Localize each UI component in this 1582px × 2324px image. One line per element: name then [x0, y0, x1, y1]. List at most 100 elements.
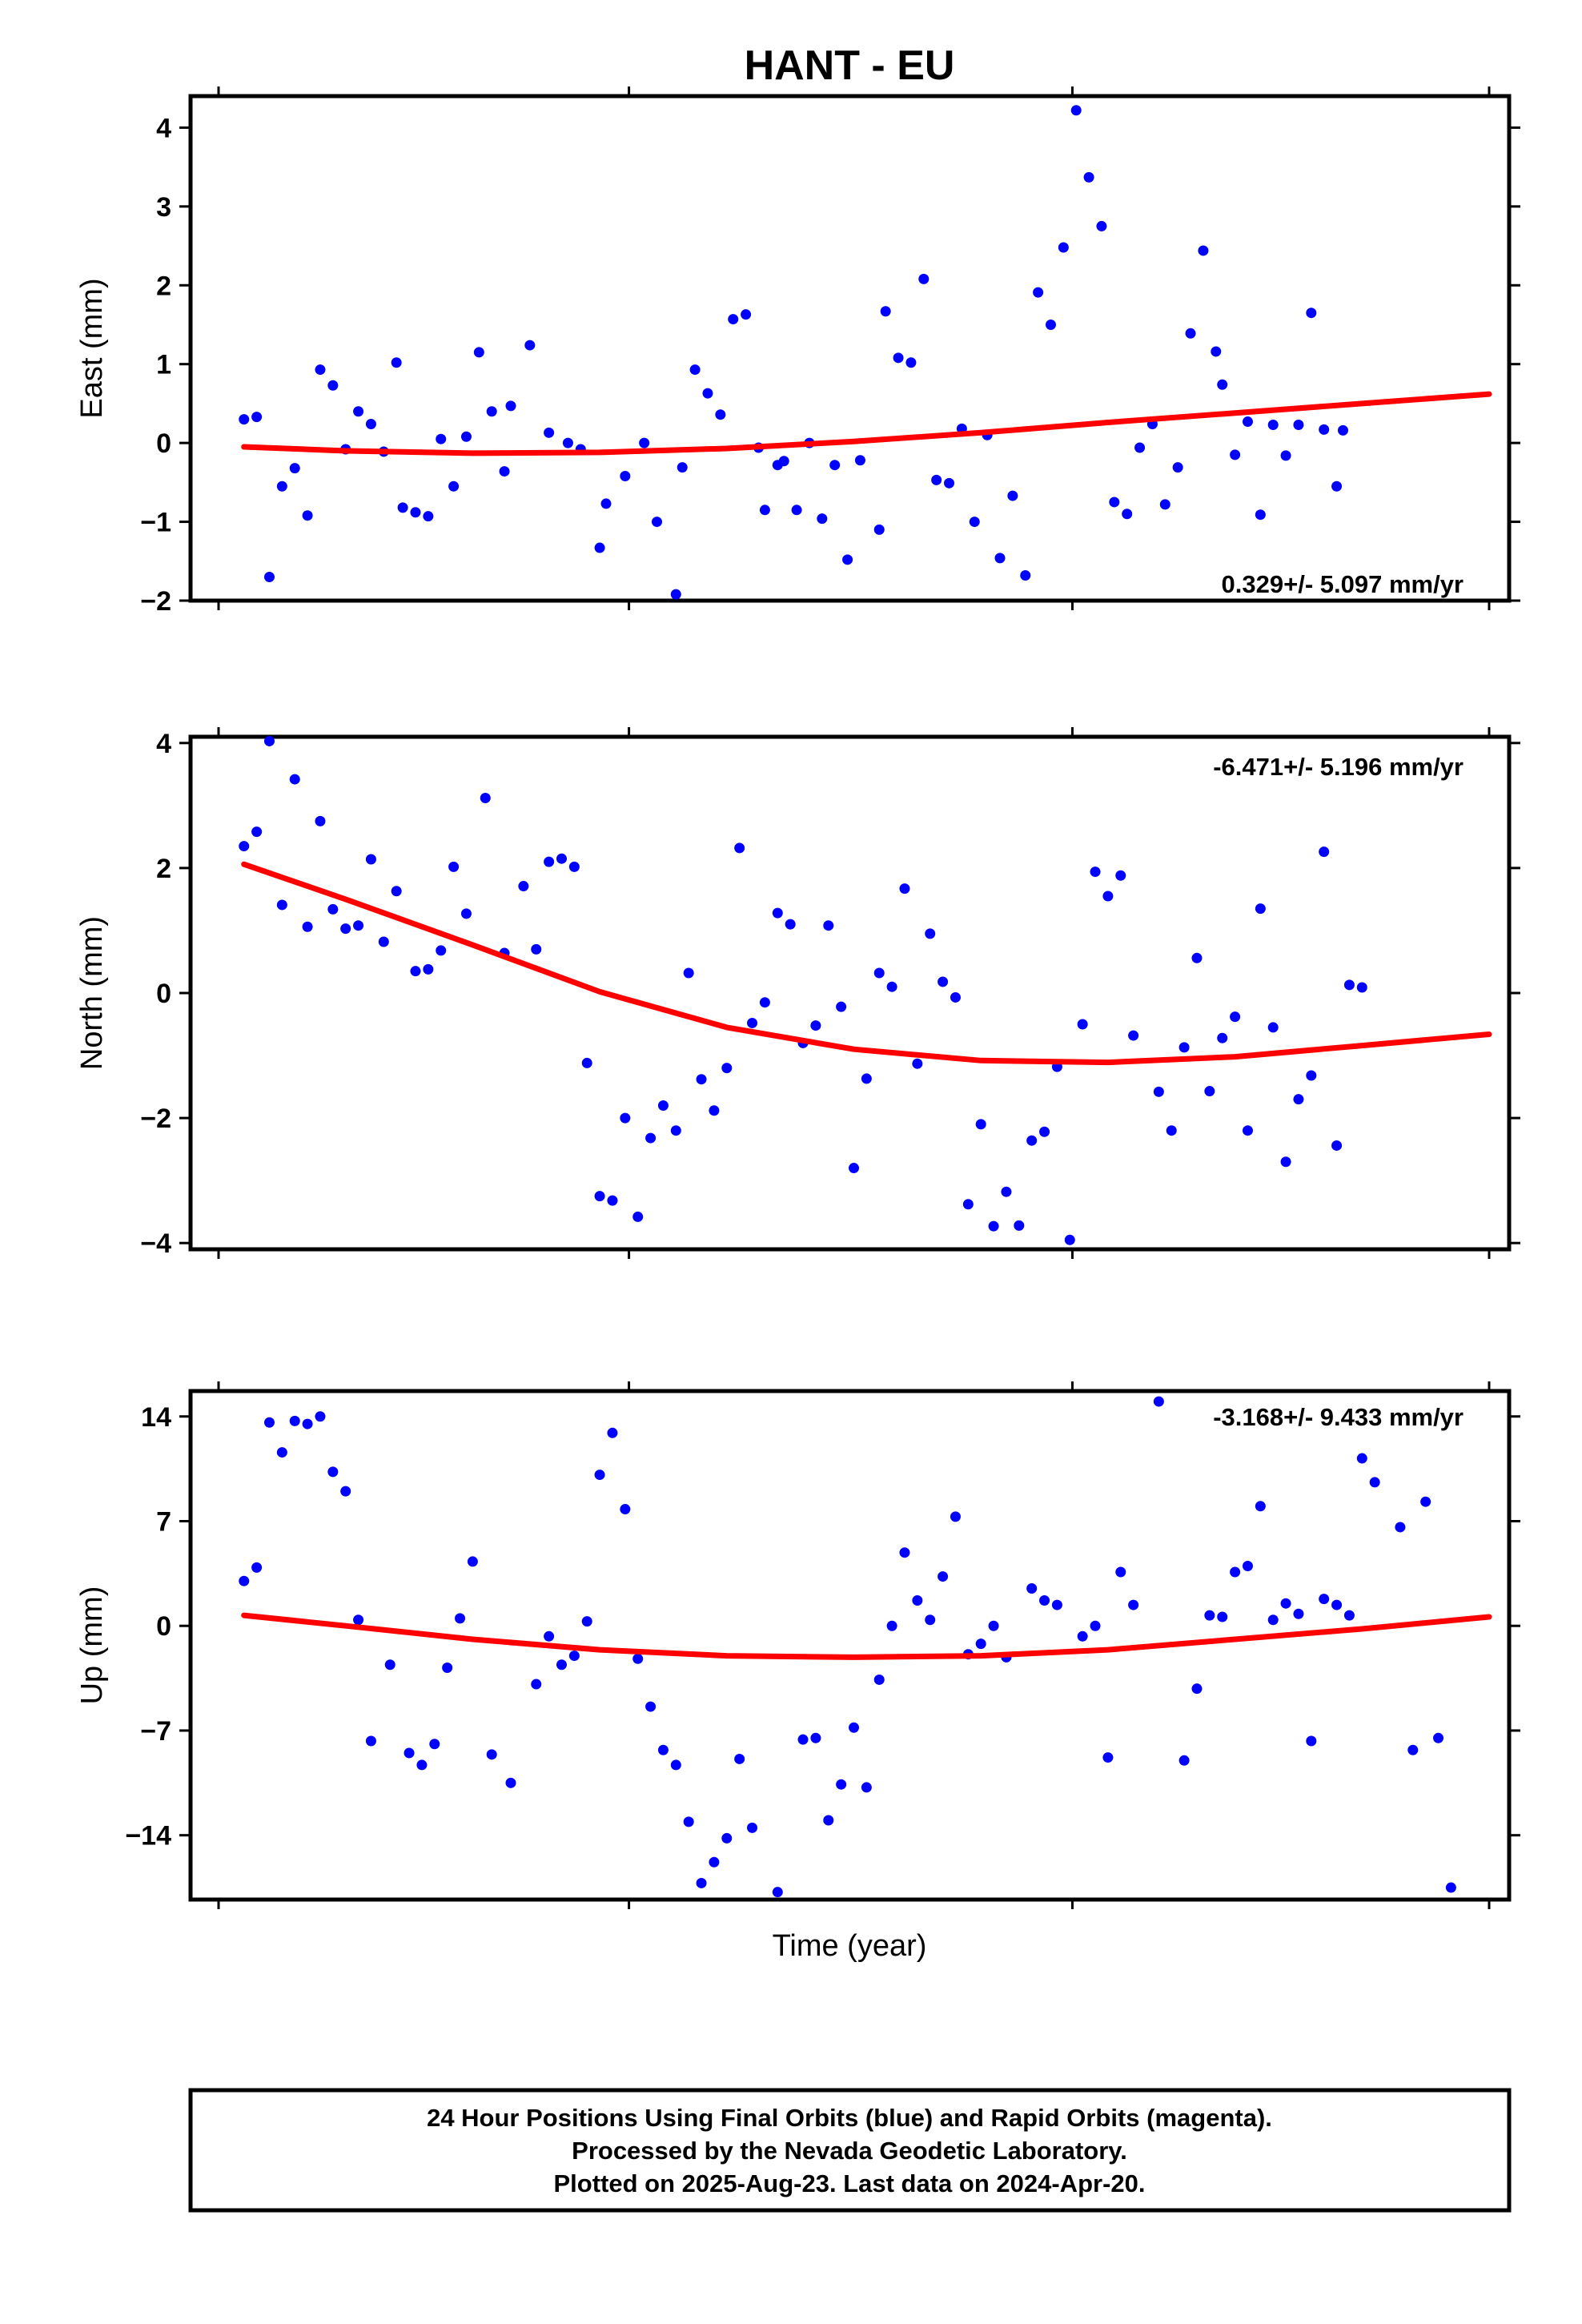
east-data-point [854, 455, 865, 466]
up-data-point [556, 1659, 567, 1671]
footer-box: 24 Hour Positions Using Final Orbits (bl… [188, 2088, 1512, 2213]
east-data-point [353, 406, 364, 417]
north-data-point [785, 919, 796, 930]
east-data-point [1007, 490, 1018, 501]
north-data-point [460, 908, 472, 919]
north-data-point [1293, 1094, 1304, 1105]
up-data-point [772, 1887, 783, 1898]
up-data-point [1115, 1566, 1126, 1578]
north-data-point [448, 861, 460, 872]
up-data-point [1204, 1610, 1215, 1621]
east-data-point [620, 470, 631, 481]
north-data-point [239, 841, 250, 852]
up-data-point [1369, 1477, 1380, 1488]
north-data-point [568, 861, 580, 872]
north-data-point [709, 1105, 720, 1116]
up-data-point [823, 1815, 834, 1826]
north-data-point [1230, 1011, 1241, 1023]
east-data-point [778, 456, 789, 467]
up-data-point [327, 1466, 339, 1478]
east-data-point [436, 433, 447, 444]
up-data-point [1280, 1598, 1291, 1609]
north-data-point [1153, 1086, 1164, 1097]
up-data-point [975, 1638, 986, 1650]
up-data-point [1178, 1755, 1190, 1766]
north-data-point [1178, 1042, 1190, 1053]
up-y-tick-label: −14 [125, 1821, 171, 1852]
up-data-point [1331, 1599, 1343, 1610]
north-data-point [1217, 1032, 1228, 1043]
up-data-point [568, 1651, 580, 1662]
up-data-point [544, 1630, 555, 1642]
up-data-point [581, 1616, 592, 1627]
east-data-point [1083, 171, 1094, 183]
east-data-point [1096, 220, 1107, 231]
up-data-point [1090, 1620, 1101, 1631]
up-data-point [365, 1735, 376, 1747]
chart-title: HANT - EU [745, 42, 955, 89]
footer-line-3: Plotted on 2025-Aug-23. Last data on 202… [553, 2169, 1145, 2197]
east-y-axis-label: East (mm) [75, 278, 109, 418]
north-data-point [607, 1195, 618, 1206]
north-data-point [1039, 1126, 1050, 1137]
up-data-point [1407, 1744, 1419, 1755]
north-data-point [251, 826, 263, 838]
east-data-point [715, 409, 726, 420]
up-y-axis-label: Up (mm) [75, 1586, 109, 1705]
north-data-point [873, 967, 885, 979]
north-data-point [327, 903, 339, 915]
east-data-point [893, 352, 904, 364]
up-panel: −14 −7 0 7 14 Up (mm) -3.168+/- 9.433 mm/yr [75, 1381, 1520, 1909]
north-y-tick-label: −4 [140, 1228, 171, 1259]
north-data-point [810, 1020, 821, 1031]
north-rate-label: -6.471+/- 5.196 mm/yr [1213, 753, 1464, 781]
up-data-point [721, 1832, 733, 1844]
footer-line-2: Processed by the Nevada Geodetic Laborat… [572, 2137, 1127, 2165]
north-data-point [1128, 1030, 1139, 1041]
north-data-point [480, 792, 491, 803]
east-data-point [263, 571, 275, 582]
up-data-point [1395, 1522, 1406, 1533]
north-data-point [1306, 1070, 1317, 1081]
east-data-point [741, 309, 752, 320]
up-fit-curve [241, 1612, 1492, 1660]
up-data-point [263, 1417, 275, 1428]
up-data-point [1356, 1453, 1367, 1464]
north-data-point [581, 1057, 592, 1068]
up-data-point [442, 1663, 453, 1674]
east-data-point [251, 412, 263, 423]
footer-line-1: 24 Hour Positions Using Final Orbits (bl… [427, 2104, 1272, 2132]
east-data-point [880, 306, 891, 317]
up-data-point [683, 1816, 694, 1827]
east-data-point [1319, 424, 1330, 435]
up-data-point [925, 1614, 936, 1626]
north-data-point [912, 1058, 923, 1069]
up-data-point [670, 1759, 681, 1771]
east-y-tick-label: 0 [156, 428, 171, 459]
east-data-point [817, 513, 828, 525]
north-data-point [391, 886, 402, 897]
up-data-point [353, 1614, 364, 1626]
east-data-point [1255, 509, 1266, 521]
north-data-point [410, 966, 421, 977]
north-data-point [988, 1220, 999, 1232]
east-data-point [1134, 442, 1146, 453]
up-data-point [912, 1594, 923, 1606]
up-data-point [1077, 1630, 1088, 1642]
east-data-point [1230, 449, 1241, 460]
east-data-point [1198, 245, 1209, 256]
east-fit-curve [241, 391, 1492, 456]
up-data-point [1255, 1501, 1266, 1512]
up-data-point [455, 1613, 466, 1624]
east-data-point [397, 502, 408, 513]
east-data-point [944, 477, 955, 489]
x-axis-label: Time (year) [773, 1929, 927, 1963]
north-data-point [886, 981, 897, 992]
up-data-point [505, 1777, 516, 1788]
up-data-point [429, 1739, 440, 1750]
north-data-point [632, 1211, 644, 1222]
north-panel: −4 −2 0 2 4 North (mm) -6.471+/- 5.196 mm/yr [75, 727, 1520, 1259]
up-data-point [315, 1411, 326, 1422]
east-data-point [276, 480, 287, 492]
